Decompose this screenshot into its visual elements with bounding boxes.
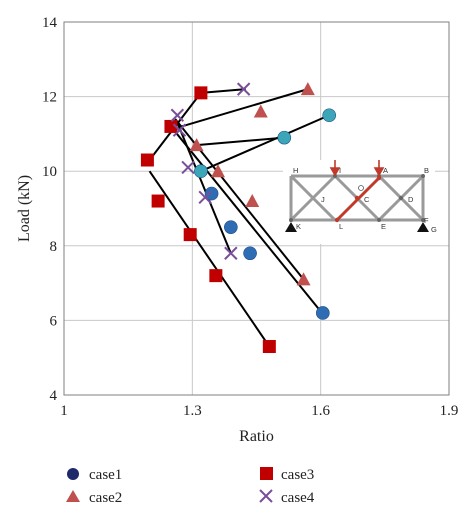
- inset-label-i: I: [339, 166, 341, 175]
- case1-point-2: [194, 164, 208, 178]
- trend-line-5: [148, 170, 271, 348]
- inset-support-right: [417, 222, 429, 232]
- legend-marker-case1: [67, 468, 79, 480]
- legend-marker-case2: [66, 490, 80, 502]
- case4-point-2: [172, 123, 187, 137]
- legend-marker-case4-b: [259, 489, 273, 503]
- case1-point-6: [316, 306, 330, 320]
- y-axis-label: Load (kN): [16, 175, 33, 242]
- case1-point-4: [224, 220, 238, 234]
- case4-point-3-b: [181, 160, 195, 175]
- case2-point-0: [300, 82, 315, 96]
- case1-point-0: [322, 108, 337, 123]
- inset-label-f: F: [424, 216, 429, 225]
- case2-point-1: [253, 104, 268, 118]
- legend-item-case2: case2: [66, 490, 122, 506]
- inset-label-l: L: [339, 222, 343, 231]
- case4-point-1: [170, 108, 185, 122]
- truss-inset-diagram: H I A B J C D K L E F G: [283, 160, 437, 244]
- x-axis-label: Ratio: [239, 428, 274, 445]
- case2-point-2: [189, 138, 204, 152]
- legend-label-case1: case1: [89, 467, 122, 483]
- case1-point-3: [204, 186, 219, 201]
- case1-point-5: [243, 246, 257, 261]
- data-markers: [140, 82, 337, 354]
- inset-label-g: G: [431, 225, 437, 234]
- case3-point-2: [140, 153, 154, 167]
- tick-labels: 4 6 8 10 12 14 1 1.3 1.6 1.9: [42, 15, 458, 419]
- trend-line-4: [200, 114, 330, 173]
- trend-line-1: [200, 88, 246, 94]
- inset-red-joints: [334, 175, 382, 223]
- y-tick-label-5: 14: [42, 15, 58, 31]
- case3-point-6: [262, 340, 276, 354]
- inset-support-left: [285, 222, 297, 232]
- case4-point-2-b: [172, 123, 187, 137]
- legend-label-case2: case2: [89, 490, 122, 506]
- case4-point-4-b: [198, 190, 212, 205]
- case1-point-1: [277, 130, 292, 145]
- case3-point-3: [151, 194, 165, 208]
- legend-item-case1: case1: [67, 467, 122, 483]
- y-tick-label-0: 4: [50, 388, 58, 404]
- x-tick-label-3: 1.9: [440, 403, 459, 419]
- case4-point-0: [236, 82, 251, 96]
- case3-point-1: [164, 119, 178, 133]
- case4-point-5: [224, 246, 238, 260]
- inset-target-symbol: [358, 185, 364, 191]
- case2-point-4: [245, 194, 260, 208]
- x-tick-label-1: 1.3: [183, 403, 202, 419]
- legend: case1 case2 case3 case4: [66, 467, 315, 506]
- case2-point-3: [211, 164, 225, 178]
- inset-label-k: K: [296, 222, 301, 231]
- inset-label-d: D: [408, 195, 414, 204]
- trend-lines: [148, 88, 330, 348]
- case4-point-0-b: [236, 82, 251, 96]
- legend-marker-case3: [260, 467, 273, 480]
- case4-point-3: [181, 160, 195, 175]
- y-tick-label-2: 8: [50, 239, 58, 255]
- inset-label-c: C: [364, 195, 370, 204]
- y-tick-label-1: 6: [50, 313, 58, 329]
- legend-item-case4: [259, 489, 273, 503]
- case4-point-1-b: [170, 108, 185, 122]
- legend-label-case3: case3: [281, 467, 314, 483]
- trend-line-3: [196, 136, 285, 147]
- y-tick-label-4: 12: [42, 90, 57, 106]
- inset-label-a: A: [383, 166, 388, 175]
- case3-point-5: [209, 269, 223, 283]
- y-tick-label-3: 10: [42, 164, 57, 180]
- legend-label-case4: case4: [281, 490, 315, 506]
- trend-line-2: [181, 88, 309, 128]
- case4-point-5-b: [224, 246, 238, 260]
- plot-frame: [63, 21, 450, 396]
- inset-label-h: H: [293, 166, 298, 175]
- legend-item-case3: case3: [260, 467, 314, 483]
- case2-point-5: [296, 272, 311, 286]
- inset-label-e: E: [381, 222, 386, 231]
- case3-point-0: [194, 86, 208, 100]
- inset-label-b: B: [424, 166, 429, 175]
- case3-point-4: [183, 228, 197, 242]
- inset-label-j: J: [321, 195, 325, 204]
- x-tick-label-0: 1: [60, 403, 68, 419]
- inset-load-arrows: [329, 160, 385, 177]
- case4-point-4: [198, 190, 212, 205]
- x-tick-label-2: 1.6: [311, 403, 330, 419]
